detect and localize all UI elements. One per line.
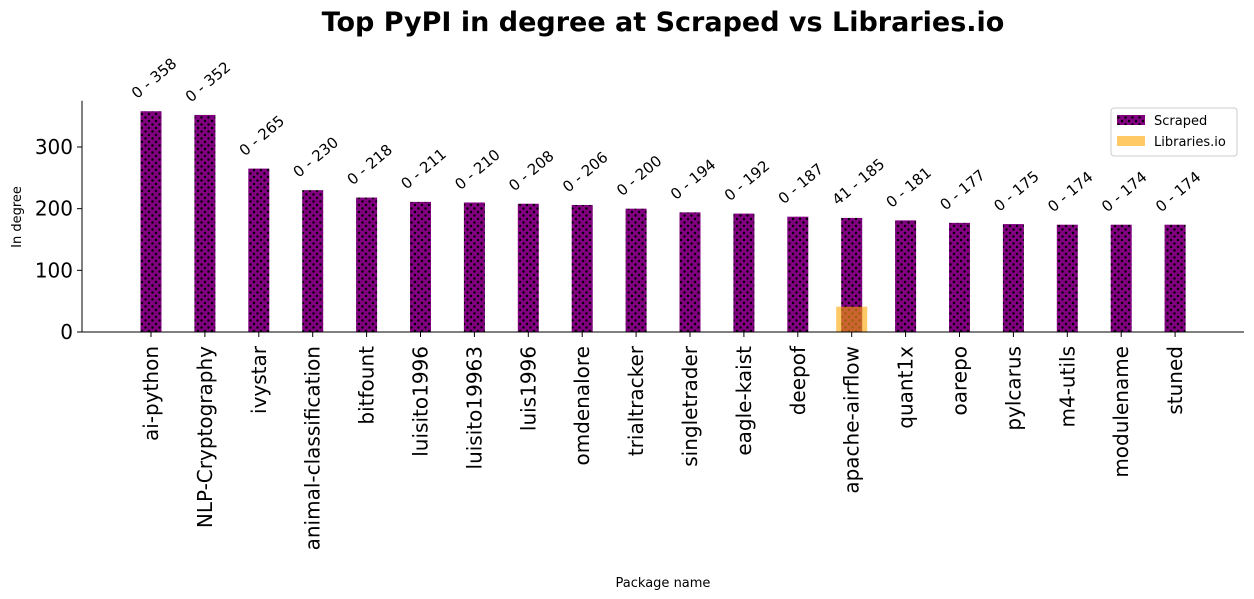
legend-label-librariesio: Libraries.io <box>1154 135 1226 150</box>
bar-value-label: 0 - 218 <box>344 141 396 189</box>
x-tick-label: bitfount <box>355 346 379 425</box>
x-tick-label: luisito1996 <box>409 346 433 457</box>
bar-value-label: 0 - 192 <box>721 157 773 205</box>
bar-scraped <box>895 220 917 332</box>
y-tick-label: 0 <box>60 320 73 344</box>
x-tick-label: stuned <box>1163 346 1187 415</box>
bar-scraped <box>1002 224 1024 332</box>
bar-scraped <box>1110 224 1132 332</box>
bar-scraped <box>517 203 539 332</box>
bar-scraped <box>733 213 755 332</box>
bar-scraped <box>356 197 378 332</box>
bar-scraped <box>1164 224 1186 332</box>
bar-value-label: 0 - 194 <box>667 155 719 203</box>
y-axis-label: In degree <box>10 186 25 248</box>
x-tick-label: singletrader <box>678 345 702 467</box>
bar-scraped <box>410 201 431 332</box>
legend-swatch-librariesio <box>1117 136 1145 146</box>
x-axis-label: Package name <box>616 576 711 591</box>
bar-value-label: 0 - 265 <box>236 112 288 160</box>
bar-value-label: 0 - 175 <box>990 167 1042 215</box>
bar-scraped <box>571 204 593 332</box>
y-tick-label: 300 <box>35 135 73 159</box>
x-tick-label: NLP-Cryptography <box>193 346 217 528</box>
bar-scraped <box>194 114 216 332</box>
bar-scraped <box>679 212 701 332</box>
bar-value-label: 0 - 177 <box>937 166 989 214</box>
y-tick-label: 200 <box>35 197 73 221</box>
bar-scraped <box>1056 224 1078 332</box>
bar-librariesio <box>836 306 868 332</box>
bar-value-label: 0 - 174 <box>1098 168 1150 216</box>
bar-value-label: 0 - 174 <box>1044 168 1096 216</box>
bar-value-label: 0 - 352 <box>182 58 234 106</box>
x-axis: ai-python NLP-Cryptography ivystar animal-c… <box>82 331 1244 550</box>
bar-value-label: 41 - 185 <box>829 155 889 209</box>
x-tick-label: trialtracker <box>624 345 648 456</box>
x-tick-label: deepof <box>786 345 810 415</box>
x-tick-label: oarepo <box>948 346 972 416</box>
bar-value-label: 0 - 208 <box>505 147 557 195</box>
x-tick-label: ai-python <box>139 346 163 441</box>
x-tick-label: eagle-kaist <box>732 346 756 456</box>
x-tick-label: ivystar <box>247 345 271 414</box>
bar-value-label: 0 - 200 <box>613 152 665 200</box>
bar-value-label: 0 - 187 <box>775 160 827 208</box>
legend-swatch-scraped <box>1117 115 1145 125</box>
x-tick-label: quant1x <box>894 346 918 429</box>
librariesio-bars <box>836 306 868 332</box>
x-tick-label: m4-utils <box>1055 346 1079 427</box>
legend-label-scraped: Scraped <box>1154 114 1207 129</box>
bar-value-label: 0 - 210 <box>451 146 503 194</box>
bar-value-label: 0 - 206 <box>559 148 611 196</box>
bar-value-label: 0 - 358 <box>128 54 180 102</box>
bar-value-label: 0 - 211 <box>398 145 450 193</box>
x-tick-label: luisito19963 <box>462 346 486 469</box>
x-tick-label: luis1996 <box>516 346 540 431</box>
chart-title: Top PyPI in degree at Scraped vs Librari… <box>322 7 1005 38</box>
x-tick-label: modulename <box>1109 346 1133 478</box>
bar-scraped <box>625 208 647 332</box>
bar-scraped <box>463 202 485 332</box>
y-axis: 0 100 200 300 <box>35 100 83 344</box>
bar-value-label: 0 - 230 <box>290 133 342 181</box>
legend: Scraped Libraries.io <box>1110 107 1238 157</box>
x-tick-label: animal-classification <box>301 346 325 550</box>
bar-scraped <box>787 216 809 332</box>
bar-value-label: 0 - 181 <box>883 164 935 212</box>
y-tick-label: 100 <box>35 258 73 282</box>
x-tick-label: pylcarus <box>1001 346 1025 431</box>
scraped-bars <box>140 111 1186 332</box>
bar-scraped <box>949 222 970 332</box>
bar-value-label: 0 - 174 <box>1152 168 1204 216</box>
bar-scraped <box>248 168 270 332</box>
bar-scraped <box>841 217 863 332</box>
bar-scraped <box>140 111 162 332</box>
bar-scraped <box>302 190 324 332</box>
x-tick-label: apache-airflow <box>840 346 864 494</box>
x-tick-label: omdenalore <box>570 346 594 466</box>
